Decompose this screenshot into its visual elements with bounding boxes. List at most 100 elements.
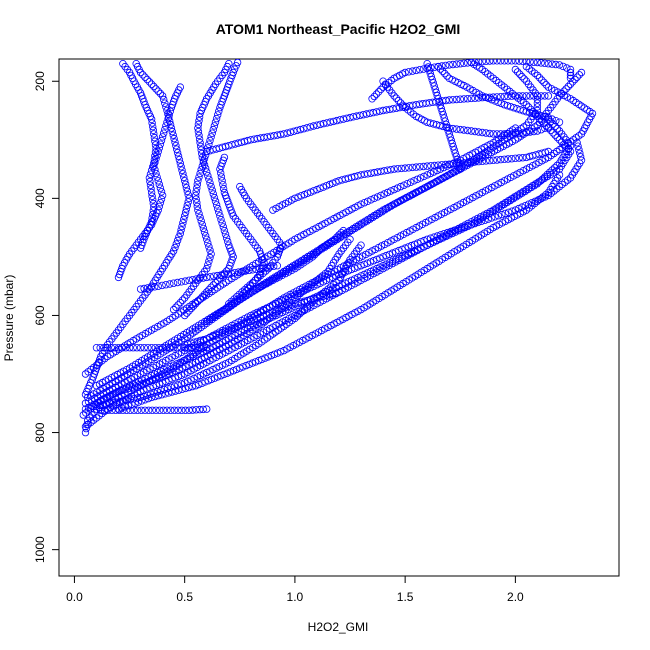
data-point (533, 127, 542, 135)
data-point (141, 73, 149, 81)
data-point (173, 236, 182, 245)
data-point (544, 147, 553, 156)
data-point (202, 405, 211, 413)
data-point (243, 283, 251, 291)
data-point (566, 65, 575, 74)
x-tick-label: 1.0 (287, 590, 304, 604)
data-point (174, 406, 182, 414)
data-point (456, 95, 464, 103)
data-point (174, 381, 182, 389)
data-point (530, 127, 538, 136)
data-point (548, 115, 556, 123)
data-point (266, 310, 274, 318)
data-point (81, 428, 90, 437)
data-point (474, 94, 483, 102)
data-point (427, 64, 435, 72)
data-point (192, 406, 200, 414)
data-point (433, 232, 442, 240)
data-point (176, 298, 184, 307)
data-point (196, 213, 204, 222)
data-point (522, 59, 531, 66)
data-point (467, 94, 475, 103)
data-point (553, 161, 561, 170)
data-point (208, 129, 216, 137)
data-point (541, 92, 549, 100)
data-point (126, 406, 134, 414)
data-point (209, 281, 217, 289)
data-point (408, 163, 417, 172)
data-point (323, 240, 331, 249)
data-point (478, 128, 486, 137)
data-point (154, 282, 162, 290)
data-point (141, 406, 149, 414)
data-point (530, 59, 538, 66)
data-point (144, 406, 153, 414)
data-point (357, 241, 365, 249)
data-point (158, 191, 167, 200)
data-point (533, 59, 542, 67)
data-point (150, 159, 158, 167)
data-point (309, 122, 318, 130)
data-point (205, 257, 213, 265)
data-point (533, 103, 542, 111)
data-point (163, 118, 171, 126)
data-point (200, 290, 209, 299)
data-point (251, 358, 260, 366)
data-point (544, 60, 553, 68)
data-point (158, 133, 167, 141)
data-point (200, 160, 209, 169)
data-point (193, 202, 201, 211)
data-point (387, 187, 395, 195)
data-point (197, 217, 205, 225)
data-point (128, 383, 136, 391)
data-point (497, 130, 505, 138)
data-point (168, 127, 176, 136)
data-point (122, 344, 130, 352)
data-point (351, 264, 359, 272)
data-point (212, 331, 220, 339)
data-point (530, 92, 538, 100)
data-point (393, 184, 402, 192)
data-point (98, 357, 106, 365)
data-point (97, 406, 105, 414)
data-point (224, 270, 232, 278)
data-point (478, 157, 486, 165)
data-point (159, 406, 168, 414)
data-point (520, 75, 528, 83)
data-point (263, 263, 271, 272)
data-point (205, 286, 213, 294)
data-point (332, 289, 340, 297)
data-point (152, 85, 160, 93)
data-point (207, 133, 215, 141)
data-point (489, 93, 497, 101)
data-point (533, 92, 542, 100)
data-point (430, 233, 438, 241)
data-point (255, 264, 264, 273)
data-point (511, 154, 520, 162)
data-point (187, 304, 195, 313)
data-point (220, 188, 229, 197)
data-point (162, 344, 170, 352)
data-point (100, 344, 108, 352)
data-point (172, 141, 180, 150)
data-point (526, 92, 534, 100)
data-point (452, 125, 461, 133)
data-point (188, 344, 196, 352)
data-point (518, 72, 526, 81)
data-point (484, 70, 492, 78)
data-point (148, 163, 157, 171)
data-point (474, 59, 483, 66)
data-point (233, 59, 242, 67)
data-point (130, 395, 138, 403)
data-point (449, 160, 457, 168)
data-point (484, 215, 492, 223)
data-point (144, 344, 152, 352)
data-point (291, 194, 299, 202)
data-point (266, 263, 274, 271)
data-point (178, 166, 186, 174)
data-point (376, 254, 384, 262)
data-point (231, 269, 239, 277)
data-point (160, 385, 168, 394)
data-point (170, 382, 179, 390)
data-point (182, 363, 190, 371)
